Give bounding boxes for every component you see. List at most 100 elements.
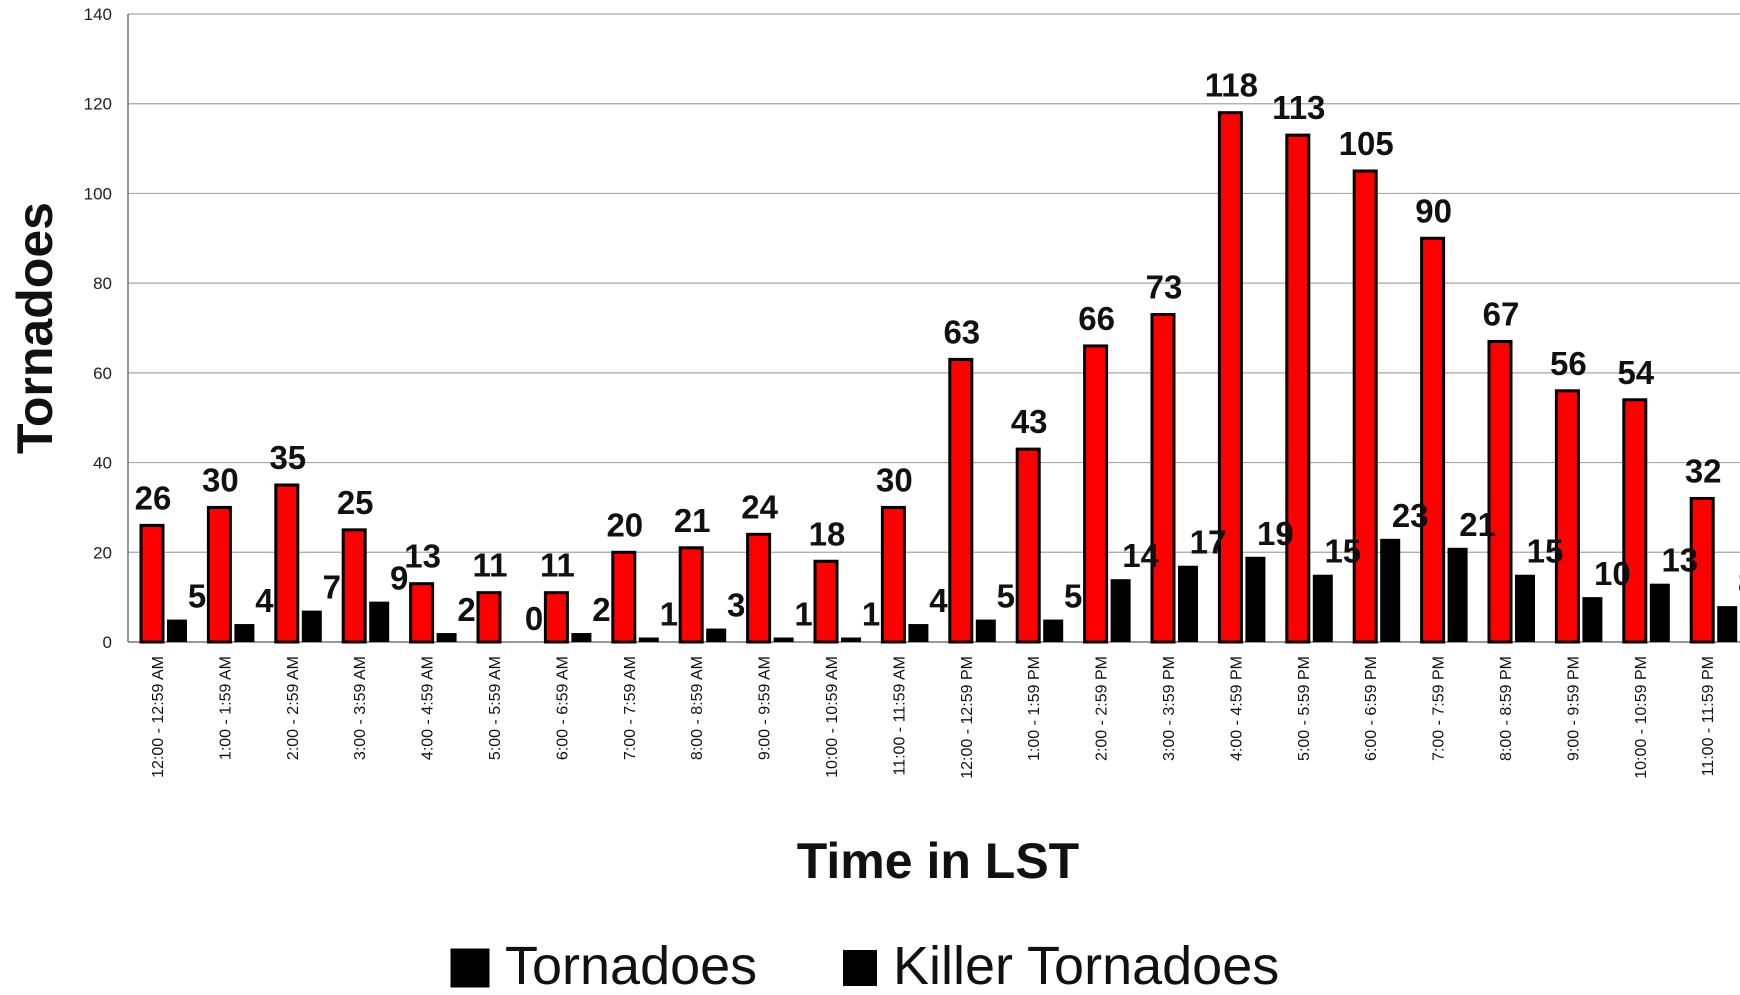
y-tick-label: 80 <box>93 274 112 293</box>
data-label-killer-tornadoes: 1 <box>660 596 678 633</box>
data-label-tornadoes: 43 <box>1011 403 1048 440</box>
data-label-killer-tornadoes: 10 <box>1594 555 1631 592</box>
legend-label-tornadoes: Tornadoes <box>505 936 757 990</box>
data-label-killer-tornadoes: 23 <box>1392 497 1429 534</box>
x-tick-label: 4:00 - 4:59 AM <box>420 656 437 760</box>
data-label-tornadoes: 13 <box>404 538 441 575</box>
x-axis-title: Time in LST <box>797 833 1079 889</box>
y-tick-label: 60 <box>93 364 112 383</box>
x-tick-label: 10:00 - 10:59 PM <box>1633 656 1650 779</box>
bar-killer-tornadoes <box>1110 579 1131 642</box>
bar-killer-tornadoes <box>1043 619 1064 642</box>
data-label-tornadoes: 11 <box>540 547 575 584</box>
legend-label-killer-tornadoes: Killer Tornadoes <box>893 936 1279 990</box>
legend-swatch-tornadoes <box>450 948 490 988</box>
x-tick-label: 5:00 - 5:59 AM <box>487 656 504 760</box>
data-label-killer-tornadoes: 5 <box>1064 578 1082 615</box>
bar-tornadoes <box>1352 169 1378 644</box>
data-label-killer-tornadoes: 3 <box>727 587 745 624</box>
bar-tornadoes <box>678 546 704 644</box>
bar-tornadoes <box>543 591 569 644</box>
y-tick-label: 0 <box>103 633 112 652</box>
data-label-killer-tornadoes: 7 <box>323 569 341 606</box>
y-axis-ticks: 0 20 40 60 80 100 120 140 <box>84 5 112 652</box>
bar-killer-tornadoes <box>369 601 390 642</box>
bars <box>139 111 1738 644</box>
y-tick-label: 40 <box>93 454 112 473</box>
bar-tornadoes <box>341 528 367 644</box>
data-label-killer-tornadoes: 2 <box>457 591 475 628</box>
data-label-tornadoes: 118 <box>1205 67 1258 104</box>
y-tick-label: 120 <box>84 95 112 114</box>
bar-tornadoes <box>611 550 637 644</box>
legend: Tornadoes Killer Tornadoes <box>450 936 1279 995</box>
x-tick-label: 7:00 - 7:59 PM <box>1431 656 1448 761</box>
x-tick-label: 3:00 - 3:59 AM <box>352 656 369 760</box>
y-axis-title: Tornadoes <box>7 202 63 454</box>
bar-tornadoes <box>1554 389 1580 644</box>
data-label-killer-tornadoes: 5 <box>188 578 206 615</box>
bar-killer-tornadoes <box>1582 597 1603 642</box>
data-label-killer-tornadoes: 9 <box>390 560 408 597</box>
data-label-tornadoes: 90 <box>1415 192 1452 229</box>
data-label-tornadoes: 11 <box>473 547 508 584</box>
data-label-killer-tornadoes: 15 <box>1324 533 1361 570</box>
data-label-tornadoes: 18 <box>809 515 846 552</box>
x-tick-label: 12:00 - 12:59 AM <box>150 656 167 778</box>
bar-tornadoes <box>1420 236 1446 644</box>
bar-tornadoes <box>948 357 974 644</box>
x-tick-label: 2:00 - 2:59 AM <box>285 656 302 760</box>
bar-tornadoes <box>1689 496 1715 644</box>
x-tick-label: 11:00 - 11:59 AM <box>891 656 908 775</box>
bar-tornadoes <box>206 505 232 644</box>
bar-killer-tornadoes <box>975 619 996 642</box>
data-label-tornadoes: 30 <box>876 461 913 498</box>
data-label-killer-tornadoes: 8 <box>1738 564 1740 601</box>
data-label-tornadoes: 30 <box>202 461 239 498</box>
data-label-tornadoes: 32 <box>1685 452 1722 489</box>
x-tick-label: 9:00 - 9:59 PM <box>1565 656 1582 761</box>
x-tick-label: 5:00 - 5:59 PM <box>1296 656 1313 761</box>
bar-killer-tornadoes <box>1649 583 1670 642</box>
data-label-killer-tornadoes: 0 <box>525 600 543 637</box>
bar-tornadoes <box>880 505 906 644</box>
data-label-killer-tornadoes: 1 <box>862 596 880 633</box>
bar-killer-tornadoes <box>1515 574 1535 642</box>
data-label-tornadoes: 73 <box>1146 269 1183 306</box>
bar-killer-tornadoes <box>841 637 861 642</box>
data-label-tornadoes: 54 <box>1617 354 1654 391</box>
data-label-killer-tornadoes: 13 <box>1661 542 1698 579</box>
y-tick-label: 20 <box>93 543 112 562</box>
y-tick-label: 100 <box>84 184 112 203</box>
bar-tornadoes <box>409 582 435 644</box>
data-labels: 2653043572591321101122012132411813046354… <box>135 67 1740 637</box>
legend-swatch-killer-tornadoes <box>843 950 877 986</box>
bar-tornadoes <box>274 483 300 644</box>
bar-killer-tornadoes <box>706 628 727 642</box>
bar-killer-tornadoes <box>167 619 187 642</box>
x-tick-label: 4:00 - 4:59 PM <box>1228 656 1245 761</box>
bar-killer-tornadoes <box>1447 547 1468 642</box>
x-tick-label: 6:00 - 6:59 PM <box>1363 656 1380 761</box>
data-label-tornadoes: 66 <box>1078 300 1115 337</box>
x-tick-label: 6:00 - 6:59 AM <box>554 656 571 760</box>
x-tick-label: 11:00 - 11:59 PM <box>1700 656 1717 776</box>
data-label-killer-tornadoes: 2 <box>592 591 610 628</box>
data-label-killer-tornadoes: 5 <box>997 578 1015 615</box>
data-label-tornadoes: 113 <box>1272 89 1325 126</box>
data-label-tornadoes: 35 <box>269 439 306 476</box>
data-label-killer-tornadoes: 17 <box>1190 524 1227 561</box>
data-label-killer-tornadoes: 14 <box>1122 537 1159 574</box>
data-label-tornadoes: 63 <box>943 313 980 350</box>
x-tick-label: 1:00 - 1:59 PM <box>1026 656 1043 761</box>
bar-tornadoes <box>1015 447 1041 644</box>
data-label-tornadoes: 67 <box>1483 295 1520 332</box>
data-label-killer-tornadoes: 15 <box>1527 533 1564 570</box>
x-tick-label: 9:00 - 9:59 AM <box>757 656 774 760</box>
data-label-killer-tornadoes: 4 <box>929 582 948 619</box>
data-label-killer-tornadoes: 19 <box>1257 515 1294 552</box>
bar-killer-tornadoes <box>301 610 322 642</box>
x-tick-label: 2:00 - 2:59 PM <box>1094 656 1111 761</box>
bar-killer-tornadoes <box>1380 538 1401 642</box>
